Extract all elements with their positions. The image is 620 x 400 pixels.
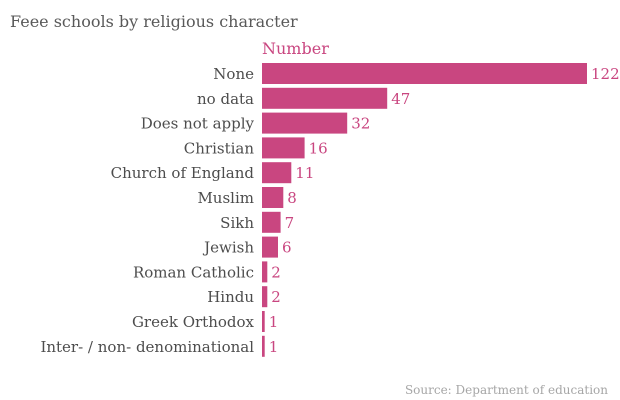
- value-label-jewish: 6: [282, 239, 292, 257]
- category-label-does-not-apply: Does not apply: [141, 115, 255, 133]
- bar-no-data: [262, 87, 388, 109]
- value-label-greek-orthodox: 1: [269, 313, 279, 331]
- category-label-muslim: Muslim: [197, 189, 254, 207]
- bar-muslim: [262, 187, 284, 208]
- bar-greek-orthodox: [262, 311, 265, 332]
- series-label: Number: [262, 39, 329, 58]
- category-label-inter-non-denominational: Inter- / non- denominational: [40, 338, 254, 356]
- value-label-no-data: 47: [391, 90, 410, 108]
- bar-christian: [262, 137, 305, 159]
- category-label-sikh: Sikh: [220, 214, 254, 232]
- category-label-hindu: Hindu: [207, 288, 254, 306]
- value-label-church-of-england: 11: [295, 164, 314, 182]
- bar-hindu: [262, 286, 268, 308]
- category-label-roman-catholic: Roman Catholic: [133, 263, 254, 281]
- bar-jewish: [262, 236, 278, 258]
- chart-title: Feee schools by religious character: [10, 12, 298, 31]
- value-label-christian: 16: [309, 139, 328, 157]
- value-label-roman-catholic: 2: [271, 263, 281, 281]
- category-label-church-of-england: Church of England: [111, 164, 255, 182]
- category-label-greek-orthodox: Greek Orthodox: [132, 313, 255, 331]
- value-label-sikh: 7: [285, 214, 295, 232]
- category-label-none: None: [213, 65, 254, 83]
- bar-church-of-england: [262, 162, 292, 184]
- bar-none: [262, 63, 587, 84]
- category-label-jewish: Jewish: [202, 239, 254, 257]
- value-label-none: 122: [591, 65, 620, 83]
- bars-group: [262, 63, 587, 357]
- source-note: Source: Department of education: [405, 383, 608, 397]
- category-label-christian: Christian: [184, 139, 255, 157]
- value-label-inter-non-denominational: 1: [269, 338, 279, 356]
- category-labels-group: None no data Does not apply Christian Church…: [40, 65, 254, 356]
- category-label-no-data: no data: [197, 90, 254, 108]
- value-label-hindu: 2: [271, 288, 281, 306]
- bar-roman-catholic: [262, 261, 268, 283]
- bar-does-not-apply: [262, 112, 348, 134]
- value-label-muslim: 8: [287, 189, 297, 207]
- bar-sikh: [262, 211, 281, 233]
- value-label-does-not-apply: 32: [351, 115, 370, 133]
- bar-inter-non-denominational: [262, 335, 265, 357]
